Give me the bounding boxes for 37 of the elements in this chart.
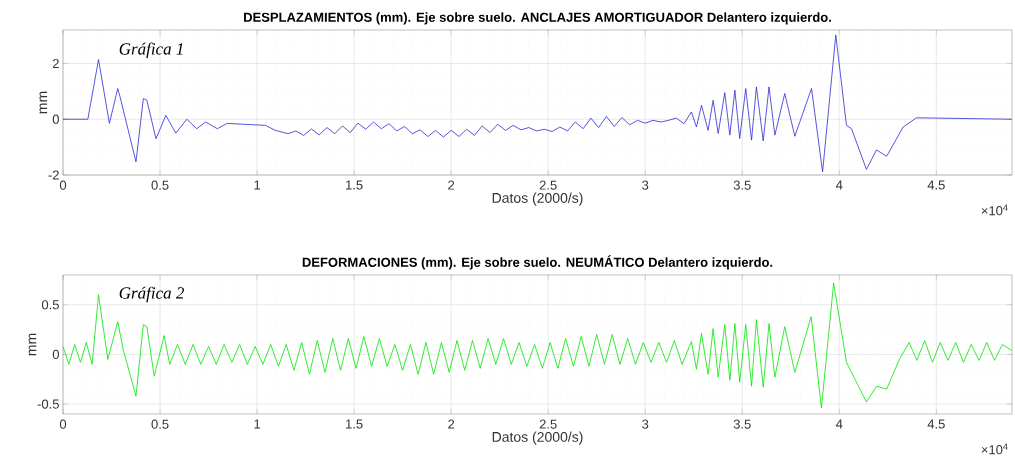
x-tick-label: 3 — [642, 180, 649, 190]
x-tick-label: 0.5 — [151, 419, 169, 429]
chart-title: DESPLAZAMIENTOS (mm). Eje sobre suelo. ANCLAJES AMORTIGUADOR Delantero izquierdo. — [244, 12, 831, 25]
y-tick-label: -2 — [48, 170, 59, 180]
x-tick-label: 1.5 — [346, 180, 363, 190]
x-tick-label: 3.5 — [733, 180, 751, 190]
y-tick-label: 0 — [52, 114, 59, 124]
x-axis-title: Datos (2000/s) — [492, 192, 583, 206]
x-tick-label: 4.5 — [927, 180, 945, 190]
x-tick-label: 2.5 — [539, 419, 557, 429]
x-axis-title: Datos (2000/s) — [492, 431, 583, 445]
x-tick-label: 4 — [835, 180, 843, 190]
y-tick-label: 2 — [52, 58, 59, 68]
y-tick-label: 0.5 — [41, 300, 59, 310]
x-tick-label: 1 — [254, 419, 261, 429]
chart-title: DEFORMACIONES (mm). Eje sobre suelo. NEUMÁTICO Delantero izquierdo. — [302, 255, 773, 270]
x-tick-label: 2.5 — [539, 180, 557, 190]
x-tick-label: 4 — [835, 419, 843, 429]
text: ×10$^{4}$ — [981, 443, 1008, 455]
x-tick-label: 2 — [448, 419, 455, 429]
x-tick-label: 0 — [59, 180, 67, 190]
line-series — [62, 282, 1013, 409]
annotation: Gráfica 1 — [119, 42, 183, 59]
x-tick-label: 3 — [642, 419, 649, 429]
x-tick-label: 4.5 — [927, 419, 945, 429]
x-tick-label: 0 — [59, 419, 67, 429]
x-tick-label: 1.5 — [346, 419, 363, 429]
y-tick-label: -0.5 — [37, 399, 59, 409]
x-tick-label: 0.5 — [151, 180, 169, 190]
annotation: Gráfica 2 — [119, 286, 184, 303]
y-axis-title: mm — [39, 91, 48, 114]
y-tick-label: 0 — [52, 349, 59, 360]
x-tick-label: 3.5 — [733, 419, 751, 429]
x-tick-label: 1 — [254, 180, 261, 190]
x-tick-label: 2 — [448, 180, 455, 190]
y-axis-title: mm — [28, 333, 37, 356]
text: ×10$^{4}$ — [981, 204, 1008, 216]
